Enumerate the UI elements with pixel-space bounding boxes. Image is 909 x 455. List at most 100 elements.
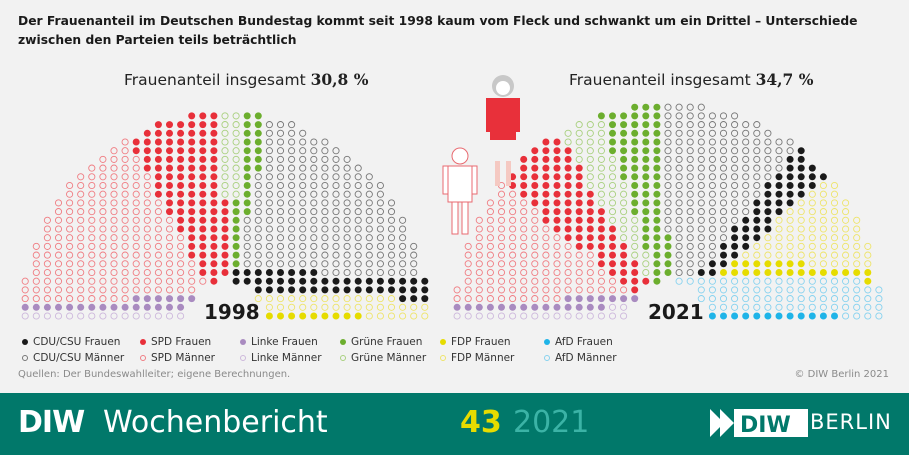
seat-1998-cdu-mann bbox=[243, 225, 251, 233]
seat-2021-spd-frau bbox=[597, 234, 605, 242]
seat-2021-spd-frau bbox=[553, 190, 561, 198]
seat-2021-gruene-frau bbox=[631, 164, 639, 172]
seat-2021-spd-frau bbox=[586, 208, 594, 216]
seat-2021-fdp-mann bbox=[808, 208, 816, 216]
seat-1998-cdu-mann bbox=[276, 234, 285, 242]
seat-2021-cdu-mann bbox=[708, 147, 716, 155]
seat-2021-spd-frau bbox=[564, 164, 572, 172]
seat-2021-spd-mann bbox=[509, 286, 517, 294]
seat-2021-spd-mann bbox=[597, 286, 605, 294]
seat-1998-spd-mann bbox=[143, 286, 151, 294]
seat-1998-spd-frau bbox=[177, 199, 185, 207]
seat-2021-spd-frau bbox=[553, 164, 561, 172]
seat-2021-fdp-mann bbox=[842, 225, 850, 233]
seat-2021-afd-mann bbox=[830, 303, 839, 311]
seat-2021-spd-mann bbox=[497, 260, 506, 268]
seat-2021-cdu-mann bbox=[764, 155, 772, 163]
seat-1998-cdu-mann bbox=[265, 173, 273, 181]
seat-1998-cdu-mann bbox=[288, 260, 296, 268]
seat-1998-cdu-mann bbox=[399, 216, 407, 224]
seat-1998-spd-frau bbox=[199, 242, 207, 250]
seat-2021-fdp-mann bbox=[819, 260, 827, 268]
seat-1998-spd-mann bbox=[110, 268, 118, 277]
seat-1998-cdu-mann bbox=[243, 234, 251, 242]
legend-label: Linke Frauen bbox=[251, 336, 318, 348]
seat-1998-fdp-mann bbox=[265, 295, 273, 303]
seat-2021-afd-mann bbox=[864, 303, 872, 311]
seat-1998-linke-mann bbox=[143, 312, 151, 320]
seat-2021-fdp-mann bbox=[753, 242, 761, 250]
seat-1998-spd-mann bbox=[66, 208, 74, 216]
seat-1998-cdu-frau bbox=[388, 277, 395, 285]
seat-2021-cdu-mann bbox=[786, 147, 794, 155]
seat-1998-spd-mann bbox=[177, 260, 185, 268]
seat-2021-spd-mann bbox=[497, 216, 506, 224]
seat-1998-spd-mann bbox=[154, 260, 162, 268]
seat-2021-cdu-frau bbox=[775, 173, 783, 181]
seat-2021-spd-frau bbox=[553, 182, 561, 189]
seat-1998-spd-mann bbox=[165, 268, 174, 277]
seat-2021-spd-mann bbox=[464, 242, 472, 250]
seat-1998-cdu-mann bbox=[299, 216, 307, 224]
seat-2021-gruene-frau bbox=[631, 103, 639, 111]
seat-2021-spd-mann bbox=[475, 216, 483, 224]
seat-2021-spd-frau bbox=[553, 173, 561, 181]
seat-1998-spd-frau bbox=[210, 216, 218, 224]
seat-2021-afd-mann bbox=[853, 312, 861, 320]
seat-1998-cdu-mann bbox=[321, 155, 329, 163]
seat-1998-cdu-mann bbox=[276, 190, 285, 198]
seat-2021-gruene-mann bbox=[597, 164, 605, 172]
seat-2021-afd-mann bbox=[697, 286, 705, 294]
seat-1998-spd-mann bbox=[121, 190, 129, 198]
seat-2021-spd-mann bbox=[497, 208, 506, 216]
seat-2021-spd-frau bbox=[575, 173, 583, 181]
seat-1998-spd-mann bbox=[66, 242, 74, 250]
seat-1998-gruene-frau bbox=[243, 112, 251, 120]
seat-2021-fdp-mann bbox=[842, 242, 850, 250]
seat-1998-cdu-mann bbox=[254, 190, 262, 198]
seat-1998-spd-mann bbox=[32, 295, 40, 303]
seat-2021-cdu-mann bbox=[708, 190, 716, 198]
seat-1998-spd-mann bbox=[132, 260, 140, 268]
seat-2021-spd-mann bbox=[542, 242, 550, 250]
seat-2021-spd-mann bbox=[564, 251, 572, 259]
seat-2021-cdu-mann bbox=[697, 173, 705, 181]
seat-2021-spd-mann bbox=[464, 251, 472, 259]
seat-2021-afd-frau bbox=[720, 312, 727, 320]
seat-2021-fdp-frau bbox=[775, 269, 783, 276]
seat-1998-cdu-mann bbox=[265, 129, 273, 137]
seat-2021-spd-mann bbox=[586, 260, 594, 268]
seat-1998-gruene-frau bbox=[243, 199, 251, 207]
legend-swatch bbox=[140, 355, 146, 361]
seat-2021-afd-mann bbox=[775, 295, 783, 303]
seat-1998-spd-mann bbox=[99, 181, 107, 190]
seat-2021-cdu-mann bbox=[753, 164, 761, 172]
seat-2021-spd-frau bbox=[586, 216, 594, 224]
seat-2021-gruene-frau bbox=[642, 190, 650, 198]
seat-2021-fdp-mann bbox=[775, 216, 783, 224]
seat-2021-fdp-mann bbox=[764, 234, 772, 242]
seat-1998-spd-mann bbox=[132, 242, 140, 250]
seat-1998-spd-mann bbox=[66, 181, 74, 190]
seat-2021-fdp-mann bbox=[819, 216, 827, 224]
seat-1998-cdu-mann bbox=[343, 208, 351, 216]
seat-1998-fdp-frau bbox=[277, 312, 284, 320]
seat-2021-spd-frau bbox=[609, 251, 616, 259]
seat-2021-cdu-frau bbox=[742, 225, 750, 233]
seat-1998-spd-frau bbox=[210, 121, 218, 129]
seat-2021-afd-mann bbox=[808, 277, 816, 285]
seat-1998-cdu-mann bbox=[310, 138, 318, 146]
seat-2021-gruene-frau bbox=[653, 173, 661, 181]
seat-1998-cdu-mann bbox=[310, 147, 318, 155]
seat-1998-cdu-mann bbox=[343, 268, 351, 277]
seat-1998-cdu-mann bbox=[310, 216, 318, 224]
seat-1998-spd-mann bbox=[143, 208, 151, 216]
seat-2021-gruene-mann bbox=[608, 190, 617, 198]
seat-2021-gruene-frau bbox=[631, 155, 639, 163]
seat-1998-spd-mann bbox=[154, 251, 162, 259]
seat-2021-spd-mann bbox=[520, 234, 528, 242]
seat-1998-fdp-mann bbox=[387, 312, 396, 320]
seat-2021-cdu-frau bbox=[708, 269, 716, 276]
seat-2021-spd-mann bbox=[486, 268, 494, 277]
seat-2021-spd-mann bbox=[520, 199, 528, 207]
